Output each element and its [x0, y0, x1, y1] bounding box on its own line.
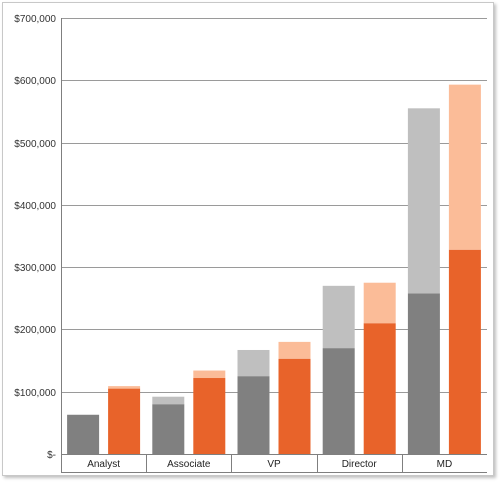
y-tick-label: $200,000 [14, 325, 56, 336]
category-label: Analyst [87, 459, 120, 470]
category-labels: Analyst Associate VP Director MD [87, 459, 452, 470]
y-tick-labels: $- $100,000 $200,000 $300,000 $400,000 $500,0… [14, 14, 56, 461]
bar-segment [152, 396, 185, 405]
bar-segment [407, 293, 440, 454]
bar-segment [237, 349, 270, 377]
bar-segment [322, 348, 355, 454]
category-label: MD [437, 459, 453, 470]
y-tick-label: $400,000 [14, 201, 56, 212]
bar-segment [448, 249, 481, 454]
bar-segment [448, 84, 481, 250]
y-tick-label: $100,000 [14, 388, 56, 399]
bar-segment [152, 404, 185, 454]
y-tick-label: $500,000 [14, 139, 56, 150]
bar-segment [193, 378, 226, 454]
bar-segment [108, 388, 141, 454]
gridlines [61, 18, 487, 393]
bar-segment [237, 376, 270, 454]
bar-segment [193, 370, 226, 379]
chart-frame: $- $100,000 $200,000 $300,000 $400,000 $500,0… [2, 2, 494, 476]
axes [61, 18, 487, 473]
bar-segment [322, 285, 355, 349]
bar-segment [363, 282, 396, 324]
bar-segment [108, 386, 141, 389]
y-tick-label: $700,000 [14, 14, 56, 25]
bar-segment [363, 323, 396, 454]
y-tick-label: $- [47, 450, 56, 461]
bar-segment [407, 108, 440, 294]
bar-segment [278, 341, 311, 359]
y-tick-label: $600,000 [14, 76, 56, 87]
bars [67, 84, 481, 454]
bar-segment [278, 358, 311, 454]
category-label: Associate [167, 459, 211, 470]
y-tick-label: $300,000 [14, 263, 56, 274]
category-label: Director [342, 459, 378, 470]
stacked-bar-chart: $- $100,000 $200,000 $300,000 $400,000 $500,0… [14, 14, 487, 473]
category-label: VP [267, 459, 281, 470]
bar-segment [67, 414, 100, 454]
